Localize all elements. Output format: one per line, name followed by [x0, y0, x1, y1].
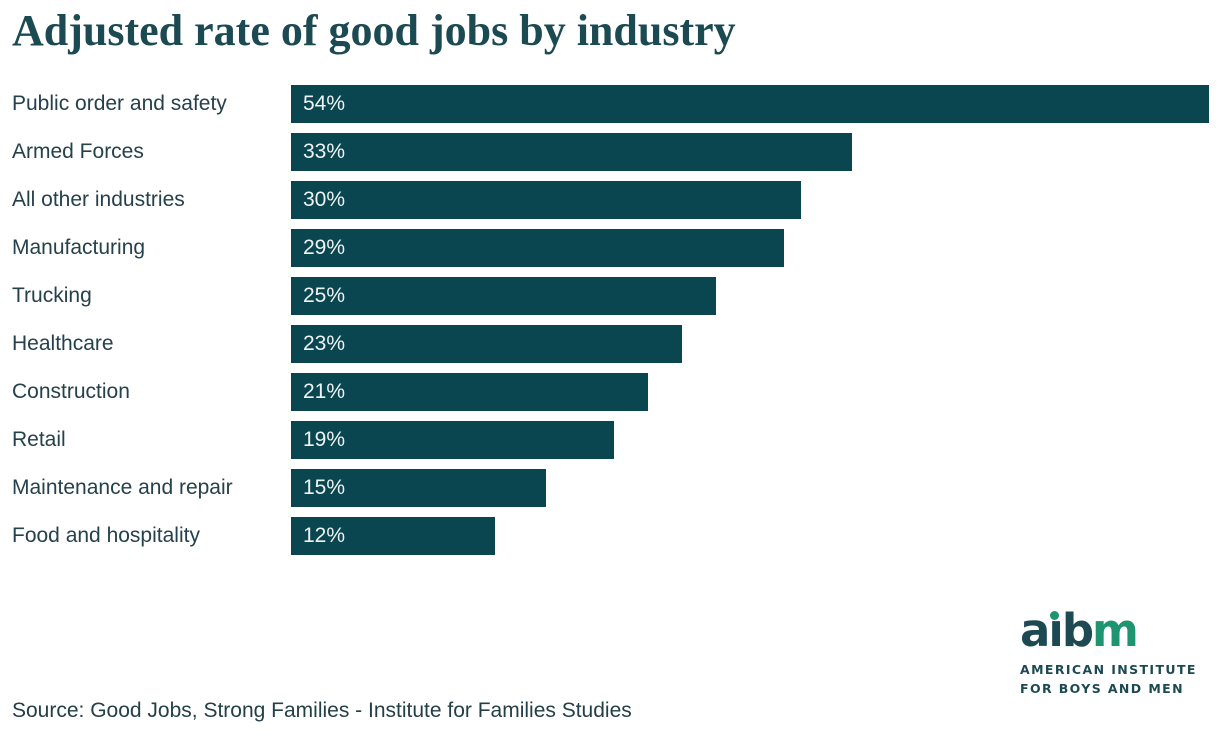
value-label: 23%: [303, 332, 346, 355]
chart-row: Trucking 25%: [0, 272, 1220, 320]
bar: 25%: [291, 277, 716, 315]
bar: 54%: [291, 85, 1209, 123]
value-label: 21%: [303, 380, 346, 403]
bar-track: 12%: [291, 517, 1209, 555]
chart-row: Maintenance and repair 15%: [0, 464, 1220, 512]
value-label: 54%: [303, 92, 346, 115]
value-label: 30%: [303, 188, 346, 211]
bar-track: 29%: [291, 229, 1209, 267]
bar: 15%: [291, 469, 546, 507]
bar-track: 30%: [291, 181, 1209, 219]
category-label: Maintenance and repair: [12, 476, 233, 499]
chart-row: Construction 21%: [0, 368, 1220, 416]
value-label: 29%: [303, 236, 346, 259]
chart-row: Healthcare 23%: [0, 320, 1220, 368]
bar-chart: Public order and safety 54% Armed Forces 33…: [0, 80, 1220, 560]
bar-track: 15%: [291, 469, 1209, 507]
aibm-logo-letter: b: [1061, 604, 1094, 657]
aibm-logo-letter: m: [1092, 604, 1139, 657]
value-label: 25%: [303, 284, 346, 307]
bar: 12%: [291, 517, 495, 555]
aibm-logo-wordmark: aı bm: [1020, 608, 1210, 653]
aibm-logo-letter: ı: [1048, 604, 1064, 657]
bar: 33%: [291, 133, 852, 171]
category-label: Armed Forces: [12, 140, 144, 163]
chart-row: Public order and safety 54%: [0, 80, 1220, 128]
chart-row: Armed Forces 33%: [0, 128, 1220, 176]
bar-track: 19%: [291, 421, 1209, 459]
chart-row: Food and hospitality 12%: [0, 512, 1220, 560]
aibm-logo: aı bm AMERICAN INSTITUTE FOR BOYS AND MEN: [1020, 608, 1210, 696]
chart-row: Retail 19%: [0, 416, 1220, 464]
category-label: Construction: [12, 380, 130, 403]
bar-track: 33%: [291, 133, 1209, 171]
aibm-logo-letter: a: [1020, 604, 1050, 657]
bar-track: 54%: [291, 85, 1209, 123]
chart-row: Manufacturing 29%: [0, 224, 1220, 272]
category-label: Manufacturing: [12, 236, 146, 259]
bar: 30%: [291, 181, 801, 219]
chart-title: Adjusted rate of good jobs by industry: [12, 6, 736, 55]
bar: 29%: [291, 229, 784, 267]
source-note: Source: Good Jobs, Strong Families - Ins…: [12, 699, 632, 722]
chart-row: All other industries 30%: [0, 176, 1220, 224]
bar-track: 25%: [291, 277, 1209, 315]
aibm-logo-subtitle-line2: FOR BOYS AND MEN: [1020, 681, 1184, 696]
category-label: Food and hospitality: [12, 524, 200, 547]
aibm-logo-subtitle-line1: AMERICAN INSTITUTE: [1020, 662, 1197, 677]
value-label: 19%: [303, 428, 346, 451]
category-label: Retail: [12, 428, 66, 451]
category-label: Public order and safety: [12, 92, 227, 115]
bar: 19%: [291, 421, 614, 459]
bar: 21%: [291, 373, 648, 411]
category-label: All other industries: [12, 188, 185, 211]
value-label: 33%: [303, 140, 346, 163]
aibm-logo-i-dot: [1050, 611, 1060, 620]
category-label: Trucking: [12, 284, 92, 307]
bar: 23%: [291, 325, 682, 363]
bar-track: 23%: [291, 325, 1209, 363]
category-label: Healthcare: [12, 332, 114, 355]
value-label: 12%: [303, 524, 346, 547]
bar-track: 21%: [291, 373, 1209, 411]
value-label: 15%: [303, 476, 346, 499]
